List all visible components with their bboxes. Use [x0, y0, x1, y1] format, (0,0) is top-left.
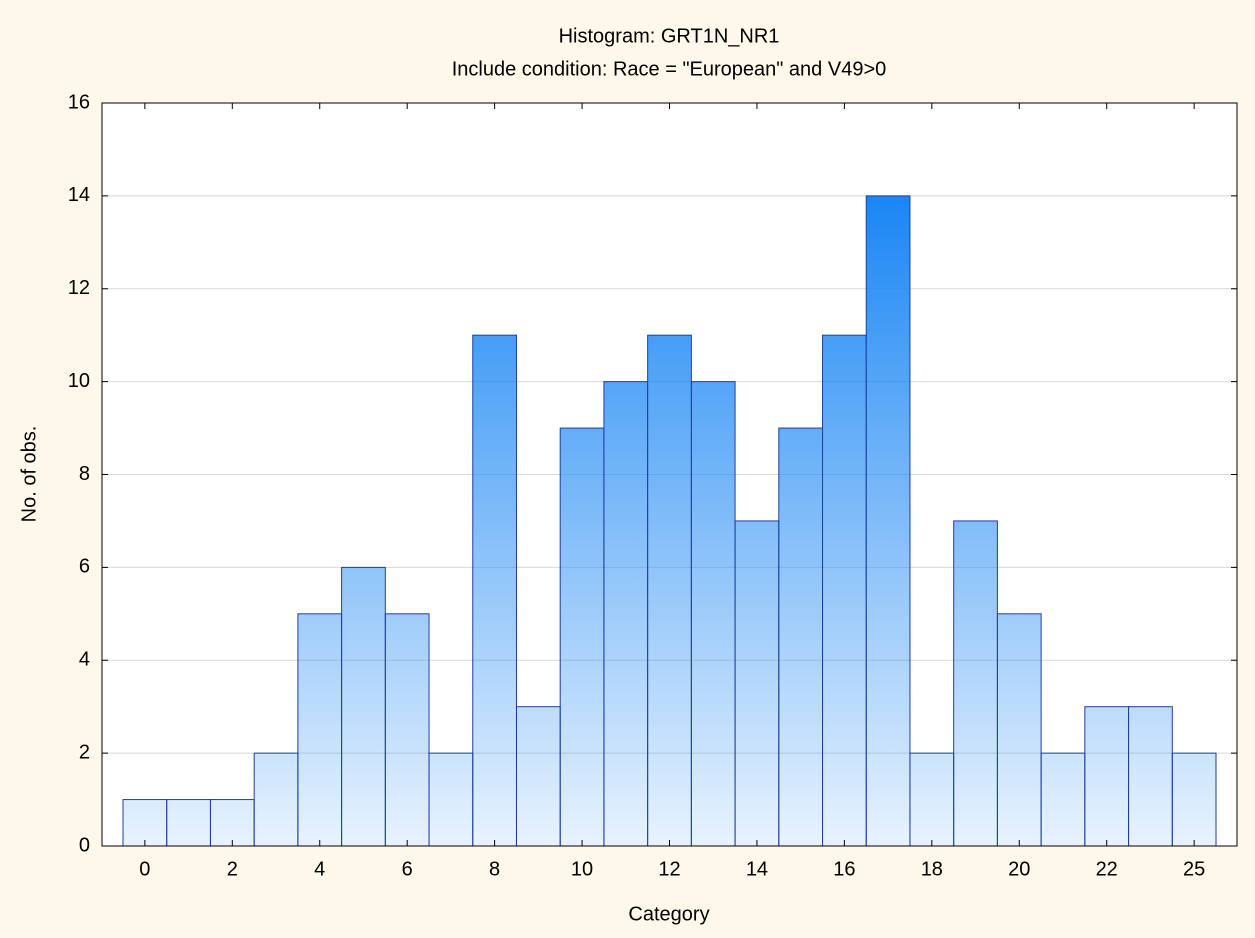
y-tick-label: 8: [79, 463, 90, 485]
bar: [1128, 706, 1173, 847]
bar: [209, 799, 255, 847]
y-tick-label: 0: [79, 834, 90, 856]
bar: [472, 334, 517, 847]
bar: [559, 427, 605, 847]
y-tick-label: 6: [79, 556, 90, 578]
chart-title: Histogram: GRT1N_NR1: [559, 25, 780, 47]
bar: [822, 334, 867, 847]
x-tick-label: 25: [1183, 858, 1205, 880]
plot-border: [101, 102, 1238, 847]
x-tick-label: 6: [402, 858, 413, 880]
y-tick-label: 12: [68, 277, 90, 299]
bar: [1040, 752, 1086, 847]
x-tick-label: 2: [227, 858, 238, 880]
bar: [515, 706, 561, 847]
y-tick-label: 2: [79, 741, 90, 763]
y-tick-label: 10: [68, 370, 90, 392]
x-axis-label: Category: [628, 903, 709, 925]
x-tick-label: 18: [921, 858, 943, 880]
bar: [122, 799, 168, 847]
x-tick-label: 16: [833, 858, 855, 880]
bar: [1084, 706, 1130, 847]
x-tick-label: 0: [139, 858, 150, 880]
bar: [953, 520, 998, 847]
bar: [909, 752, 955, 847]
bar: [253, 752, 299, 847]
y-tick-label: 14: [68, 184, 90, 206]
bar: [428, 752, 474, 847]
bar: [1171, 752, 1217, 847]
x-tick-label: 22: [1096, 858, 1118, 880]
bar: [778, 427, 824, 847]
bar: [865, 195, 911, 847]
x-tick-label: 10: [571, 858, 593, 880]
bar: [341, 566, 386, 847]
bar: [297, 613, 343, 847]
y-tick-label: 16: [68, 91, 90, 113]
chart-subtitle: Include condition: Race = "European" and…: [452, 58, 887, 80]
x-tick-label: 12: [658, 858, 680, 880]
x-tick-label: 14: [746, 858, 768, 880]
x-tick-label: 20: [1008, 858, 1030, 880]
bar: [384, 613, 430, 847]
x-tick-label: 4: [314, 858, 325, 880]
y-tick-label: 4: [79, 649, 90, 671]
bar: [603, 381, 649, 847]
bar: [734, 520, 780, 847]
x-tick-label: 8: [489, 858, 500, 880]
y-axis-label: No. of obs.: [18, 426, 40, 523]
bar: [996, 613, 1042, 847]
bar: [166, 799, 211, 847]
bar: [647, 334, 692, 847]
bar: [690, 381, 736, 847]
